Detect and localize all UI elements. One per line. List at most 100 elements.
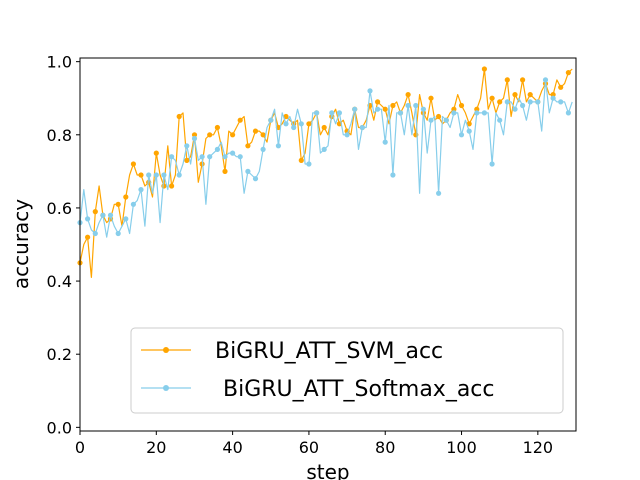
data-point-svm	[451, 106, 457, 112]
data-point-svm	[92, 209, 98, 215]
data-point-svm	[298, 157, 304, 163]
data-point-softmax	[199, 154, 205, 160]
data-point-softmax	[291, 124, 297, 131]
data-point-softmax	[176, 172, 182, 178]
legend-marker-softmax	[163, 385, 169, 391]
data-point-svm	[382, 106, 388, 112]
data-point-svm	[191, 132, 198, 138]
legend: BiGRU_ATT_SVM_acc BiGRU_ATT_Softmax_acc	[130, 327, 564, 414]
data-point-svm	[558, 84, 564, 90]
data-point-softmax	[504, 99, 510, 105]
data-point-svm	[214, 124, 220, 131]
data-point-softmax	[115, 230, 121, 237]
data-point-softmax	[405, 102, 411, 109]
data-point-softmax	[520, 102, 526, 109]
data-point-svm	[85, 234, 91, 240]
series-line-softmax	[79, 79, 573, 238]
data-point-svm	[428, 95, 434, 101]
x-tick-label: 60	[299, 438, 319, 457]
data-point-softmax	[85, 216, 91, 222]
data-point-svm	[390, 102, 396, 109]
data-point-softmax	[535, 99, 541, 105]
data-point-softmax	[230, 150, 236, 156]
y-tick-label: 0.8	[47, 126, 72, 145]
y-tick-label: 1.0	[47, 53, 72, 72]
data-point-softmax	[443, 117, 449, 123]
data-point-softmax	[169, 154, 175, 160]
data-point-softmax	[146, 172, 152, 178]
data-point-svm	[237, 117, 243, 123]
data-point-softmax	[207, 154, 213, 160]
legend-label-softmax: BiGRU_ATT_Softmax_acc	[223, 377, 495, 402]
data-point-svm	[138, 172, 144, 178]
data-point-softmax	[92, 230, 98, 237]
data-point-softmax	[222, 154, 228, 160]
series-layer	[77, 66, 573, 278]
data-point-softmax	[558, 99, 564, 105]
data-point-svm	[321, 124, 327, 131]
data-point-svm	[176, 113, 182, 120]
y-axis-ticks: 0.0 0.2 0.4 0.6 0.8 1.0	[47, 53, 80, 437]
data-point-svm	[527, 92, 533, 98]
data-point-svm	[207, 132, 213, 138]
data-point-svm	[260, 132, 266, 138]
data-point-softmax	[237, 154, 243, 160]
data-point-softmax	[512, 106, 518, 112]
data-point-svm	[565, 70, 572, 76]
data-point-svm	[222, 168, 228, 174]
data-point-softmax	[367, 88, 373, 94]
y-axis-label: accuracy	[9, 199, 33, 289]
data-point-softmax	[336, 110, 342, 116]
data-point-svm	[230, 132, 236, 138]
data-point-softmax	[344, 132, 350, 138]
data-point-svm	[153, 150, 159, 156]
x-tick-label: 100	[446, 438, 477, 457]
legend-label-svm: BiGRU_ATT_SVM_acc	[215, 339, 443, 364]
x-tick-label: 80	[375, 438, 395, 457]
data-point-softmax	[314, 110, 320, 116]
data-point-softmax	[107, 212, 114, 218]
data-point-svm	[123, 194, 129, 200]
data-point-svm	[512, 92, 518, 98]
plot-frame	[79, 57, 577, 432]
data-point-softmax	[214, 146, 220, 152]
data-point-softmax	[375, 106, 381, 112]
data-point-softmax	[397, 110, 404, 116]
data-point-svm	[458, 102, 465, 109]
y-tick-label: 0.2	[47, 345, 72, 364]
data-point-svm	[474, 106, 480, 112]
data-point-svm	[405, 92, 411, 98]
legend-marker-svm	[163, 347, 169, 353]
data-point-svm	[497, 99, 503, 105]
data-point-softmax	[252, 176, 259, 182]
data-point-softmax	[191, 135, 198, 142]
x-axis-ticks: 0 20 40 60 80 100 120	[75, 431, 553, 457]
y-tick-label: 0.4	[47, 272, 72, 291]
x-tick-label: 40	[222, 438, 242, 457]
data-point-softmax	[153, 172, 159, 178]
data-point-softmax	[527, 99, 533, 105]
data-point-softmax	[565, 110, 572, 116]
data-point-softmax	[352, 106, 358, 112]
data-point-softmax	[260, 146, 266, 152]
data-point-svm	[130, 161, 136, 167]
data-point-softmax	[321, 146, 327, 152]
data-point-svm	[466, 121, 472, 127]
data-point-softmax	[474, 110, 480, 116]
data-point-softmax	[550, 95, 556, 101]
data-point-softmax	[359, 124, 365, 131]
data-point-softmax	[100, 212, 106, 218]
data-point-softmax	[245, 168, 251, 174]
data-point-svm	[252, 128, 259, 134]
data-point-softmax	[413, 102, 419, 109]
data-point-svm	[169, 183, 175, 189]
data-point-softmax	[161, 172, 167, 178]
data-point-softmax	[497, 117, 503, 123]
data-point-softmax	[436, 190, 442, 196]
x-tick-label: 20	[146, 438, 166, 457]
y-tick-label: 0.6	[47, 199, 72, 218]
data-point-svm	[184, 157, 190, 163]
x-axis-label: step	[306, 460, 349, 480]
data-point-softmax	[489, 161, 495, 167]
legend-box	[130, 327, 564, 414]
